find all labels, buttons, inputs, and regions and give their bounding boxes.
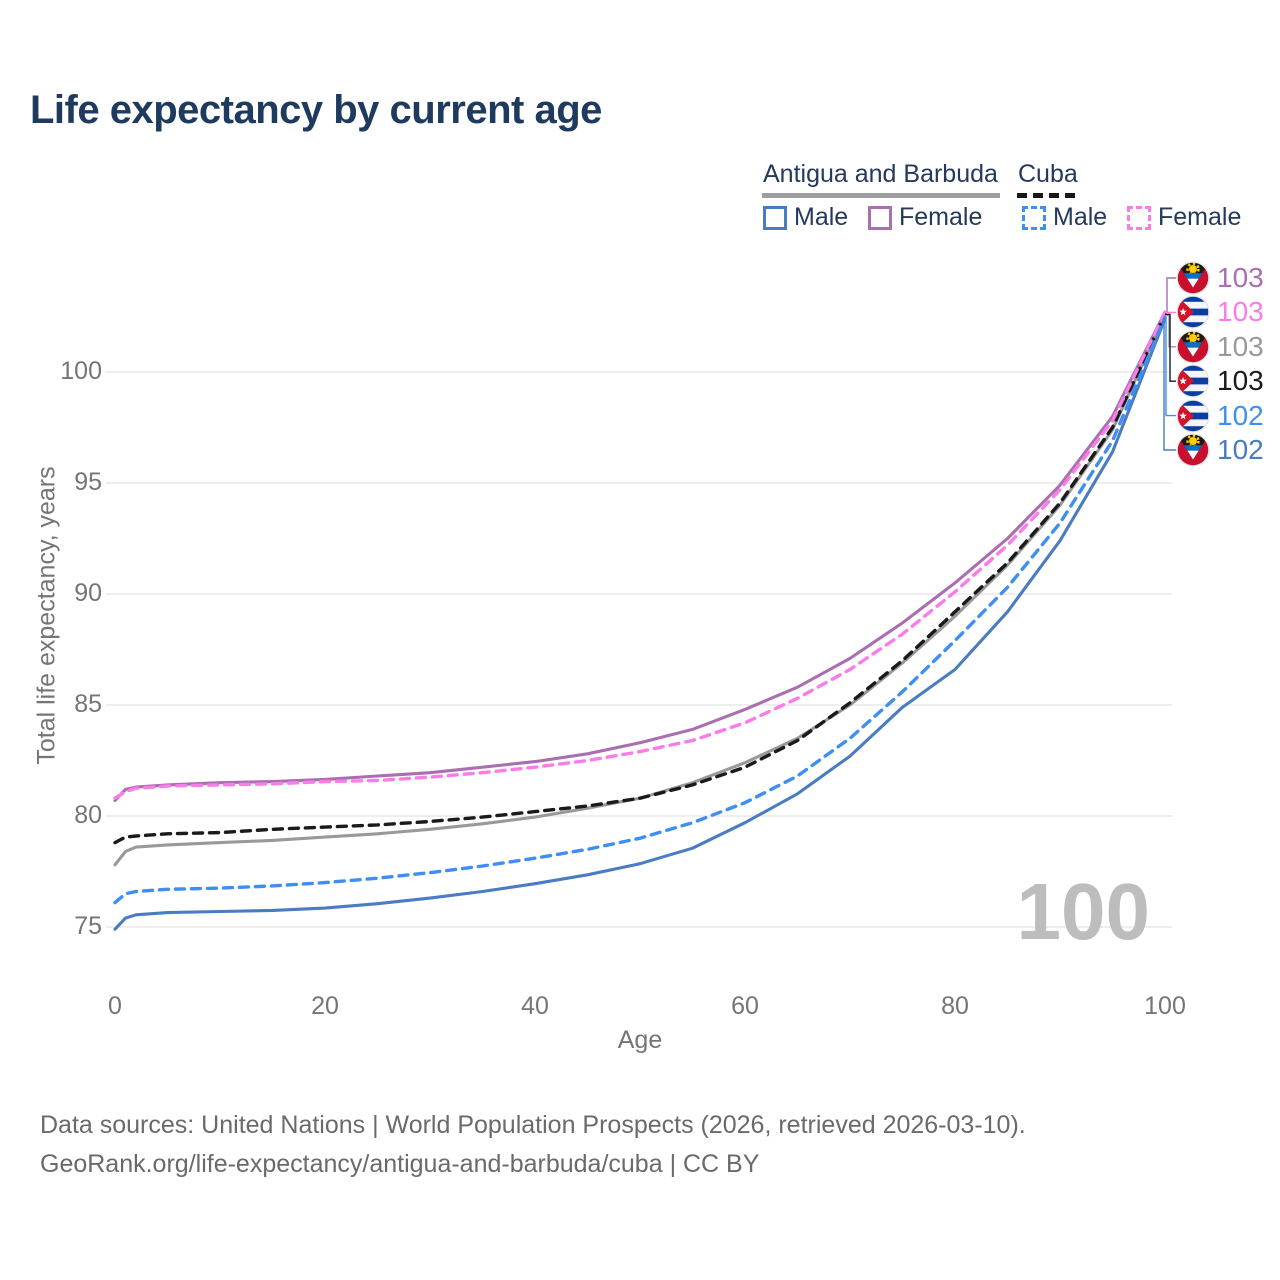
legend-group-antigua-and-barbuda[interactable]: Antigua and Barbuda [763,160,998,188]
end-label-row: 103 [1176,364,1264,398]
end-label-value: 102 [1217,434,1264,465]
legend-group-cuba[interactable]: Cuba [1018,160,1078,188]
swatch-dashed-pink-icon [1127,205,1151,230]
flag-icon-antigua-and-barbuda [1176,330,1210,364]
swatch-dashed-blue-icon [1022,205,1046,230]
end-label-leader [1165,314,1176,348]
end-label-row: 102 [1176,433,1264,467]
x-axis-title: Age [617,1026,663,1054]
end-label-row: 103 [1176,330,1264,364]
legend-item-cuba-male[interactable]: Male [1022,203,1107,232]
legend-item-label: Male [794,203,849,231]
end-label-value: 103 [1217,262,1264,293]
legend-item-label: Male [1053,203,1108,231]
end-label-value: 102 [1217,399,1264,431]
legend-underline-dashed [1017,193,1081,198]
flag-icon-cuba [1176,364,1210,398]
y-tick-label: 95 [74,468,102,496]
legend-item-label: Female [1158,203,1242,231]
y-axis-title: Total life expectancy, years [32,466,61,765]
swatch-solid-purple-icon [868,205,892,230]
footer: Data sources: United Nations | World Pop… [40,1106,1026,1184]
swatch-solid-blue-icon [763,205,787,230]
series-line [113,312,1167,845]
legend-item-cuba-female[interactable]: Female [1127,203,1241,232]
series-line [113,317,1167,931]
y-tick-label: 75 [74,912,102,940]
legend-item-label: Female [899,203,983,231]
end-label-value: 103 [1217,365,1264,397]
end-label-row: 103 [1176,261,1264,295]
end-label-row: 102 [1176,399,1264,433]
flag-icon-antigua-and-barbuda [1176,433,1210,467]
y-tick-label: 100 [60,357,102,385]
flag-icon-antigua-and-barbuda [1176,261,1210,295]
series-line [113,310,1167,800]
end-label-leader [1163,318,1176,451]
series-line [113,310,1167,803]
footer-link: GeoRank.org/life-expectancy/antigua-and-… [40,1149,760,1178]
flag-icon-cuba [1176,399,1210,433]
legend-underline-solid [762,193,1000,198]
end-label-leader [1165,313,1176,382]
series-line [113,313,1167,867]
y-tick-label: 85 [74,690,102,718]
series-line [113,315,1167,905]
page-title: Life expectancy by current age [30,88,602,132]
y-tick-label: 80 [74,801,102,829]
flag-icon-cuba [1176,295,1210,329]
end-label-value: 103 [1217,330,1264,362]
x-tick-label: 100 [1144,992,1186,1020]
end-label-leader [1165,316,1176,417]
age-counter-watermark: 100 [1016,867,1150,956]
x-tick-label: 80 [941,992,969,1020]
x-tick-label: 20 [311,992,339,1020]
y-tick-label: 90 [74,579,102,607]
end-label-row: 103 [1176,295,1264,329]
x-tick-label: 60 [731,992,759,1020]
end-label-leader [1165,277,1176,313]
end-label-value: 103 [1217,296,1264,328]
footer-sources: Data sources: United Nations | World Pop… [40,1111,1026,1139]
legend-item-ab-female[interactable]: Female [868,203,982,232]
x-tick-label: 40 [521,992,549,1020]
legend-item-ab-male[interactable]: Male [763,203,848,232]
x-tick-label: 0 [108,992,122,1020]
